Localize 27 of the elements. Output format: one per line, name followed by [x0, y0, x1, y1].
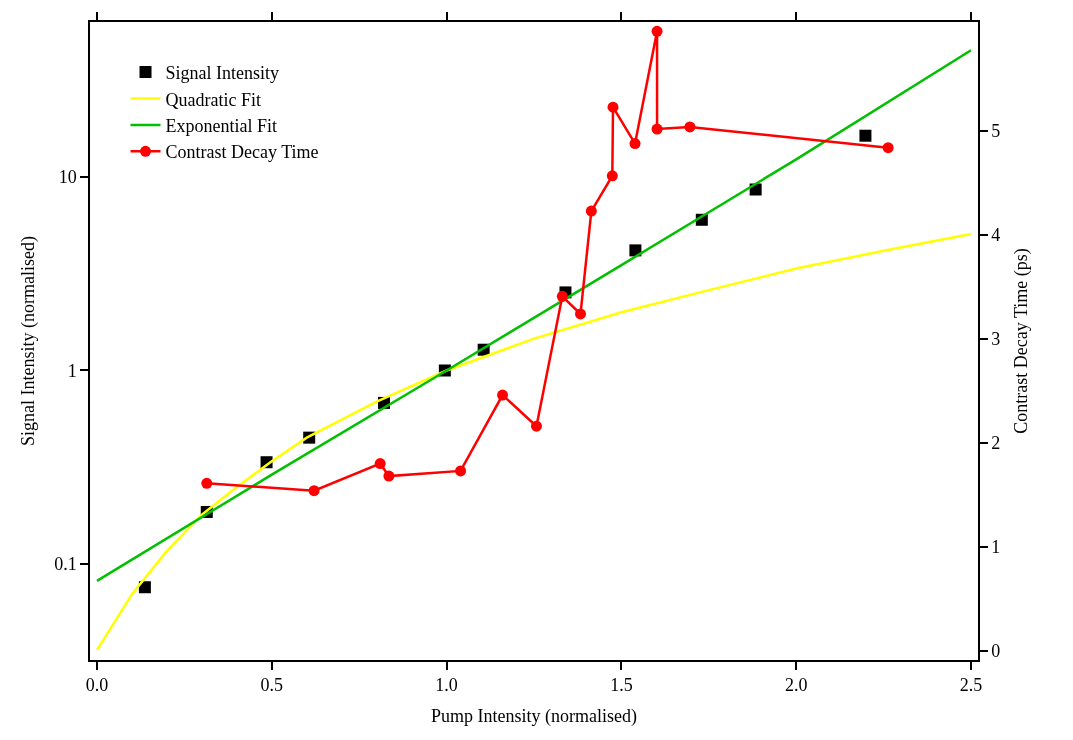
y2-tick-label: 4 — [991, 225, 1001, 246]
line-series — [95, 49, 973, 583]
y-tick-label: 1 — [67, 360, 77, 381]
y-tick-label: 0.1 — [54, 554, 77, 575]
y-axis-title: Signal Intensity (normalised) — [17, 236, 39, 446]
x-tick-label: 2.5 — [959, 675, 983, 696]
x-tick-label: 1.5 — [610, 675, 633, 696]
point — [859, 129, 872, 142]
y2-tick-label: 1 — [991, 537, 1001, 558]
y2-tick-label: 2 — [991, 433, 1001, 454]
y2-axis-title: Contrast Decay Time (ps) — [1010, 248, 1032, 434]
x-tick-label: 2.0 — [784, 675, 808, 696]
legend-label: Contrast Decay Time — [165, 142, 319, 163]
y2-tick-label: 0 — [991, 640, 1001, 661]
x-axis-title: Pump Intensity (normalised) — [431, 705, 637, 727]
y2-tick-label: 3 — [991, 329, 1001, 350]
legend-label: Quadratic Fit — [165, 89, 261, 110]
y2-tick-label: 5 — [991, 121, 1001, 142]
point — [629, 244, 642, 257]
y-tick-label: 10 — [58, 167, 77, 188]
x-tick-label: 0.5 — [260, 675, 284, 696]
legend-label: Exponential Fit — [165, 115, 278, 136]
point — [138, 581, 151, 594]
x-tick-label: 1.0 — [435, 675, 458, 696]
legend-label: Signal Intensity — [165, 63, 280, 84]
x-tick-label: 0.0 — [85, 675, 109, 696]
line-series — [95, 232, 973, 652]
